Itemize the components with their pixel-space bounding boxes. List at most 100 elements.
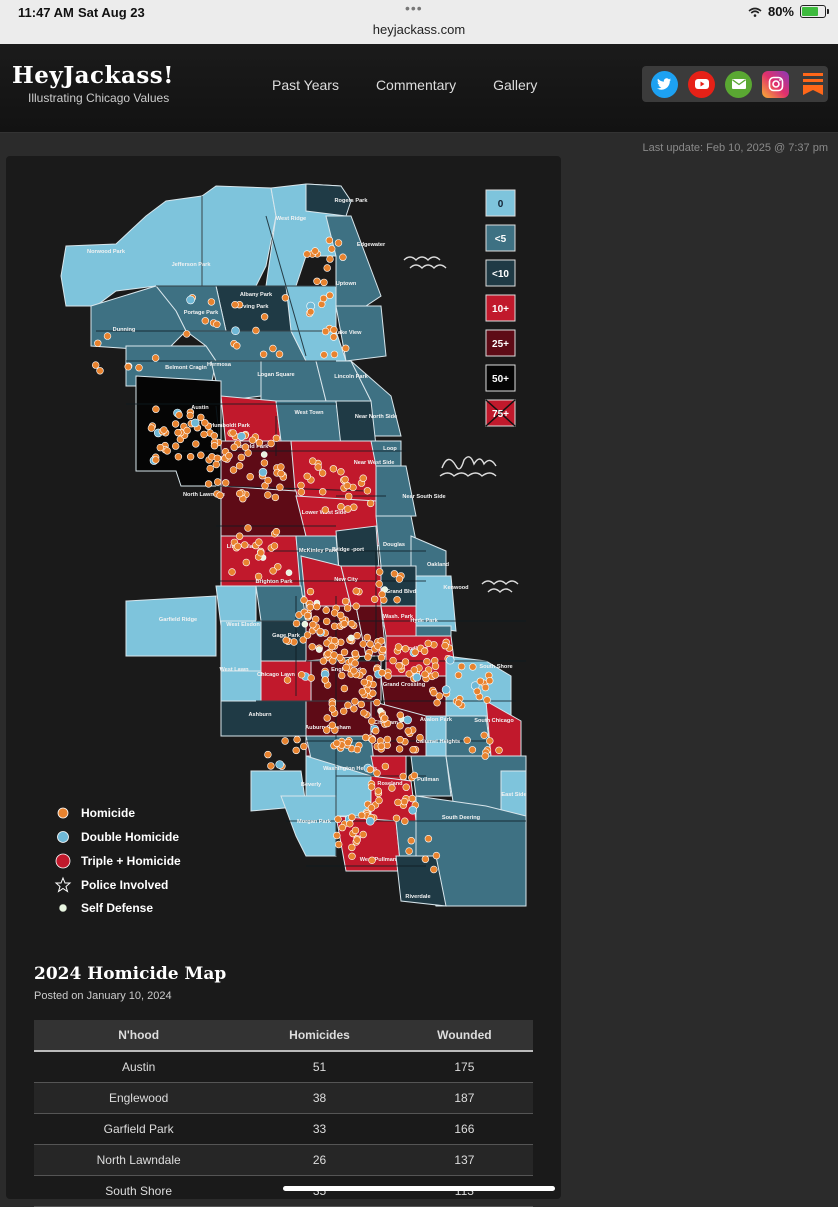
youtube-icon[interactable]: [688, 70, 715, 98]
legend-police-star-icon: [54, 876, 72, 893]
substack-icon[interactable]: [799, 71, 826, 98]
incident-dot: [186, 453, 195, 461]
neighborhood-label: Portage Park: [184, 310, 219, 316]
site-logo[interactable]: HeyJackass!: [12, 62, 174, 89]
nav-gallery[interactable]: Gallery: [493, 77, 538, 93]
incident-dot: [201, 317, 210, 325]
map-region: [220, 700, 307, 737]
incident-dot: [377, 637, 385, 645]
incident-dot: [320, 351, 328, 359]
incident-dot: [303, 611, 312, 620]
incident-dot: [281, 294, 290, 302]
home-indicator[interactable]: [283, 1186, 555, 1191]
incident-dot: [229, 466, 238, 474]
neighborhood-label: Ashburn: [249, 712, 273, 718]
incident-dot: [334, 239, 343, 247]
incident-dot: [381, 762, 390, 771]
incident-dot: [152, 456, 160, 464]
twitter-icon[interactable]: [651, 70, 678, 98]
status-date: Sat Aug 23: [78, 5, 145, 20]
incident-dot: [430, 688, 438, 697]
incident-dot: [401, 658, 410, 666]
incident-dot: [378, 668, 386, 677]
post-title[interactable]: 2024 Homicide Map: [34, 964, 227, 984]
incident-dot: [468, 746, 477, 754]
incident-dot: [228, 568, 236, 576]
wifi-icon: [748, 7, 762, 17]
incident-dot: [242, 558, 251, 567]
neighborhood-label: Albany Park: [240, 292, 273, 298]
incident-dot: [403, 715, 412, 725]
incident-dot: [269, 344, 277, 353]
neighborhood-label: Grand Blvd: [386, 589, 417, 595]
incident-dot: [156, 443, 165, 452]
incident-dot: [210, 442, 219, 450]
nav-commentary[interactable]: Commentary: [375, 77, 457, 93]
incident-dot: [348, 620, 356, 628]
legend-self-defense-icon: [58, 903, 68, 913]
scale-box: [485, 259, 516, 287]
neighborhood-label: South Shore: [479, 664, 512, 670]
incident-dot: [337, 468, 345, 476]
incident-dot: [343, 481, 351, 490]
incident-dot: [321, 327, 330, 336]
neighborhood-label: Hyde Park: [410, 618, 438, 624]
incident-dot: [235, 462, 244, 470]
map-region: [215, 585, 257, 627]
incident-dot: [353, 836, 361, 844]
incident-dot: [395, 662, 403, 670]
incident-dot: [207, 298, 216, 306]
incident-dot: [333, 831, 341, 840]
email-icon[interactable]: [725, 70, 752, 98]
incident-dot: [135, 364, 143, 372]
incident-dot: [365, 816, 375, 826]
incident-dot: [393, 596, 401, 604]
url-bar[interactable]: heyjackass.com: [372, 22, 466, 37]
incident-dot: [399, 772, 407, 781]
incident-dot: [283, 676, 292, 684]
incident-dot: [282, 636, 290, 644]
incident-dot: [360, 709, 368, 717]
social-links: [642, 66, 828, 102]
incident-dot: [411, 648, 419, 656]
cell-homicides: 35: [243, 1175, 396, 1207]
incident-dot: [326, 255, 334, 263]
table-row: Garfield Park 33 166: [34, 1113, 533, 1145]
incident-dot: [366, 765, 374, 774]
incident-dot: [306, 587, 315, 596]
neighborhood-label: Brighton Park: [256, 579, 294, 585]
nav-past-years[interactable]: Past Years: [272, 77, 339, 93]
incident-dot: [323, 726, 331, 734]
incident-dot: [277, 463, 285, 471]
legend-double: Double Homicide: [81, 830, 179, 844]
neighborhood-label: Logan Square: [257, 372, 294, 378]
more-dots-icon[interactable]: •••: [405, 0, 423, 16]
incident-dot: [352, 587, 360, 595]
neighborhood-label: Bridge -port: [332, 547, 364, 553]
incident-dot: [197, 413, 205, 422]
incident-dot: [241, 541, 249, 549]
incident-dot: [254, 572, 263, 581]
incident-dot: [272, 434, 281, 442]
incident-dot: [271, 493, 280, 502]
incident-dot: [424, 639, 432, 648]
incident-dot: [174, 453, 183, 461]
incident-dot: [237, 453, 246, 462]
incident-dot: [192, 440, 200, 448]
incident-dot: [405, 670, 413, 678]
incident-dot: [340, 684, 349, 693]
incident-dot: [292, 619, 301, 628]
neighborhood-label: Gage Park: [272, 633, 301, 639]
incident-dot: [357, 700, 365, 709]
incident-dot: [201, 419, 209, 427]
incident-dot: [384, 672, 392, 680]
incident-dot: [334, 815, 342, 823]
incident-dot: [432, 851, 441, 860]
site-tagline: Illustrating Chicago Values: [28, 91, 170, 105]
instagram-icon[interactable]: [762, 70, 789, 98]
incident-dot: [244, 524, 252, 532]
incident-dot: [424, 834, 433, 843]
incident-dot: [341, 475, 349, 484]
incident-dot: [463, 736, 471, 744]
cell-nhood: North Lawndale: [34, 1144, 244, 1176]
